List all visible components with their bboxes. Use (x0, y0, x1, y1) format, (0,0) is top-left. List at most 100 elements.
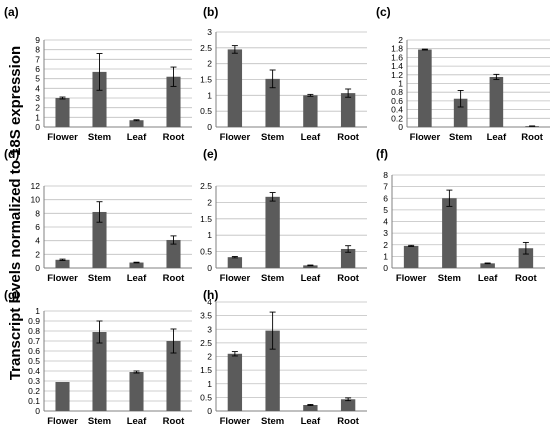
y-tick-label: 1.5 (200, 365, 212, 375)
panel-label: (e) (203, 147, 218, 161)
y-tick-label: 0 (35, 406, 40, 416)
y-tick-label: 6 (383, 193, 388, 203)
panel-label: (b) (203, 5, 218, 19)
bar (227, 257, 243, 268)
y-tick-label: 0.6 (28, 346, 40, 356)
y-tick-label: 1 (35, 112, 40, 122)
y-tick-label: 4 (383, 217, 388, 227)
y-tick-label: 1.8 (391, 44, 403, 54)
y-tick-label: 3 (35, 93, 40, 103)
x-category-label: Leaf (127, 416, 147, 426)
x-category-label: Root (337, 132, 359, 143)
chart-panel: (d) 0 2 4 6 8 10 12 Flower Stem Leaf Root (4, 147, 192, 284)
y-tick-label: 0.7 (28, 336, 40, 346)
bar (480, 263, 495, 268)
bar (518, 248, 534, 268)
x-category-label: Root (337, 273, 359, 284)
y-tick-label: 0.6 (391, 96, 403, 106)
bar (227, 49, 243, 127)
y-tick-label: 9 (35, 35, 40, 45)
x-category-label: Stem (261, 416, 284, 426)
bar (166, 239, 181, 268)
y-tick-label: 1.6 (391, 52, 403, 62)
y-tick-label: 5 (35, 74, 40, 84)
panel-label: (h) (203, 288, 218, 302)
y-tick-label: 7 (35, 54, 40, 64)
y-tick-label: 8 (383, 170, 388, 180)
bar (453, 98, 468, 127)
y-axis-title: Transcript levels normalized to 18S expr… (7, 46, 24, 380)
y-tick-label: 0.2 (28, 386, 40, 396)
panel-label: (g) (4, 288, 19, 302)
chart-panel: (e) 0 0.5 1 1.5 2 2.5 Flower Stem Leaf Root (200, 147, 367, 284)
y-tick-label: 3 (383, 228, 388, 238)
y-tick-label: 8 (35, 45, 40, 55)
y-tick-label: 8 (35, 208, 40, 218)
x-category-label: Stem (449, 132, 472, 143)
y-tick-label: 0 (383, 263, 388, 273)
y-tick-label: 7 (383, 182, 388, 192)
y-tick-label: 1 (207, 90, 212, 100)
y-tick-label: 0.9 (28, 316, 40, 326)
y-tick-label: 6 (35, 64, 40, 74)
y-tick-label: 2.5 (200, 338, 212, 348)
panel-label: (f) (376, 147, 388, 161)
x-category-label: Leaf (301, 132, 321, 143)
y-tick-label: 2 (207, 59, 212, 69)
y-tick-label: 2 (383, 240, 388, 250)
x-category-label: Leaf (487, 132, 507, 143)
bar (129, 120, 144, 127)
y-tick-label: 10 (31, 195, 41, 205)
x-category-label: Root (163, 273, 185, 284)
bar (340, 248, 356, 268)
bar (489, 76, 504, 127)
x-category-label: Flower (220, 416, 251, 426)
x-category-label: Stem (261, 132, 284, 143)
y-tick-label: 6 (35, 222, 40, 232)
y-tick-label: 2.5 (200, 43, 212, 53)
y-tick-label: 1.4 (391, 61, 403, 71)
bar (129, 372, 144, 411)
y-tick-label: 3.5 (200, 311, 212, 321)
x-category-label: Stem (261, 273, 284, 284)
x-category-label: Flower (47, 273, 78, 284)
y-tick-label: 3 (207, 324, 212, 334)
x-category-label: Root (337, 416, 359, 426)
y-tick-label: 1 (207, 379, 212, 389)
y-tick-label: 4 (207, 297, 212, 307)
x-category-label: Flower (220, 132, 251, 143)
chart-panel: (h) 0 0.5 1 1.5 2 2.5 3 3.5 4 Flower Stem Leaf Root (200, 288, 367, 426)
chart-panel: (c) 00.20.40.60.811.21.41.61.82 Flower Stem… (376, 5, 550, 143)
y-tick-label: 0.4 (28, 366, 40, 376)
y-tick-label: 2.5 (200, 181, 212, 191)
x-category-label: Leaf (127, 273, 147, 284)
x-category-label: Stem (88, 416, 111, 426)
bar (55, 382, 70, 411)
y-tick-label: 1 (383, 251, 388, 261)
panel-label: (a) (4, 5, 19, 19)
bar (418, 49, 432, 127)
y-tick-label: 0.3 (28, 376, 40, 386)
bar (403, 245, 419, 268)
x-category-label: Flower (410, 132, 441, 143)
bar (92, 71, 107, 127)
x-category-label: Stem (88, 132, 111, 143)
x-category-label: Flower (396, 273, 427, 284)
x-category-label: Root (521, 132, 543, 143)
y-tick-label: 0.4 (391, 105, 403, 115)
bar (129, 262, 144, 268)
y-tick-label: 0.1 (28, 396, 40, 406)
y-tick-label: 0.8 (28, 326, 40, 336)
bar (227, 353, 243, 411)
y-tick-label: 4 (35, 236, 40, 246)
y-tick-label: 1 (35, 306, 40, 316)
y-tick-label: 1.5 (200, 75, 212, 85)
bar (303, 265, 318, 268)
bar (303, 95, 318, 127)
x-category-label: Flower (220, 273, 251, 284)
y-tick-label: 0 (207, 263, 212, 273)
chart-panel: (g) 00.10.20.30.40.50.60.70.80.91 Flower St… (4, 288, 192, 426)
y-tick-label: 0.5 (200, 392, 212, 402)
